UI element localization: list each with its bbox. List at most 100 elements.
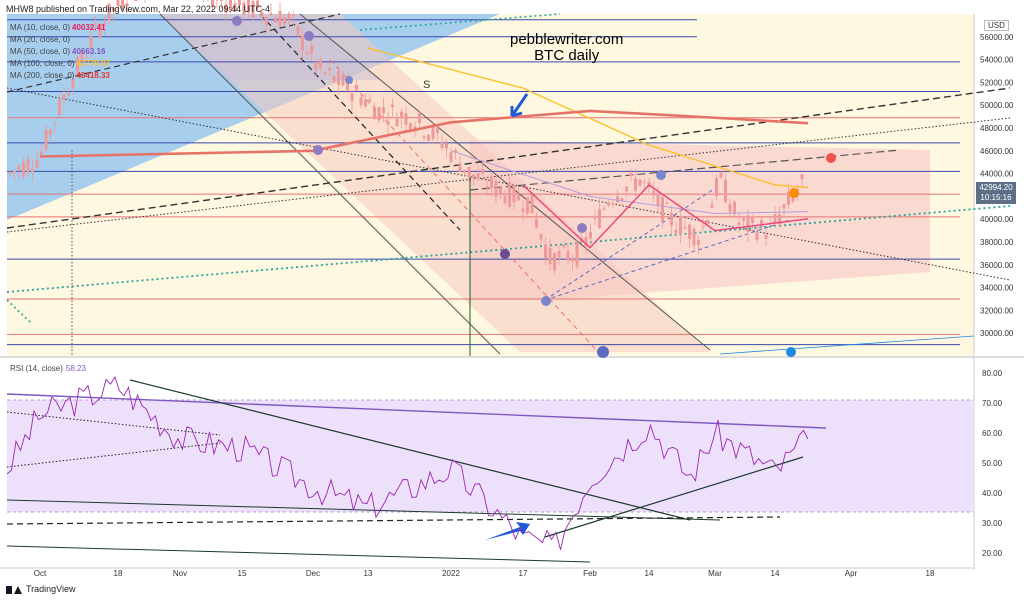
- dotted-trend-2: [6, 117, 1011, 233]
- time-tick-label: 18: [926, 569, 935, 578]
- candle-body: [395, 118, 399, 127]
- candle-body: [517, 194, 520, 201]
- pivot-marker: [345, 76, 353, 84]
- annotation-s: S: [423, 79, 430, 91]
- candle-body: [62, 94, 66, 100]
- candle-body: [26, 159, 30, 172]
- candle-body: [359, 97, 363, 106]
- ma-legend-label: MA (100, close, 0): [10, 59, 75, 68]
- ma-legend-label: MA (200, close, 0): [10, 71, 75, 80]
- rsi-line: [6, 376, 809, 550]
- candle-body: [598, 209, 601, 228]
- candle-body: [103, 22, 106, 28]
- bottom-blue-trend: [719, 335, 975, 355]
- pivot-marker: [313, 145, 323, 155]
- candle-body: [566, 251, 570, 261]
- candle-body: [292, 14, 295, 16]
- candle-body: [652, 190, 655, 196]
- candle-body: [544, 244, 547, 259]
- ma-legend-row[interactable]: MA (200, close, 0) 48418.33: [10, 70, 110, 82]
- price-tick-label: 54000.00: [980, 56, 1014, 65]
- candle-body: [400, 111, 403, 119]
- candle-body: [499, 187, 502, 195]
- candle-body: [535, 218, 538, 228]
- watermark-title: BTC daily: [534, 47, 600, 64]
- candle-body: [760, 219, 763, 228]
- price-tick-label: 50000.00: [980, 101, 1014, 110]
- candle-body: [247, 0, 250, 13]
- candle-body: [256, 0, 259, 9]
- candle-body: [13, 170, 16, 173]
- candle-body: [692, 228, 696, 246]
- candle-body: [404, 113, 408, 125]
- candle-body: [260, 12, 264, 18]
- published-header: MHW8 published on TradingView.com, Mar 2…: [6, 4, 270, 14]
- candle-body: [683, 226, 687, 229]
- candle-body: [341, 74, 345, 86]
- candle-body: [521, 208, 525, 212]
- ma-legend-value: 42778.97: [76, 59, 110, 68]
- candle-body: [35, 159, 39, 168]
- ma-legend: MA (10, close, 0) 40032.41 MA (20, close, …: [10, 22, 110, 82]
- candle-body: [733, 201, 736, 215]
- dashed-trend-2: [6, 13, 341, 93]
- footer-brand[interactable]: TradingView: [6, 584, 76, 594]
- candle-body: [310, 45, 313, 54]
- price-tick-label: 46000.00: [980, 147, 1014, 156]
- pivot-marker: [500, 249, 510, 259]
- tradingview-logo-icon: [6, 585, 22, 594]
- ma-legend-row[interactable]: MA (10, close, 0) 40032.41: [10, 22, 110, 34]
- ma-legend-row[interactable]: MA (50, close, 0) 40663.16: [10, 46, 110, 58]
- candle-body: [67, 93, 70, 96]
- candle-body: [665, 203, 669, 205]
- candle-body: [265, 17, 268, 25]
- rsi-tick-label: 30.00: [982, 519, 1003, 528]
- candle-body: [773, 214, 777, 223]
- currency-label[interactable]: USD: [984, 20, 1009, 31]
- dotted-teal-upper: [359, 13, 561, 31]
- candle-body: [305, 52, 309, 55]
- candle-body: [80, 51, 84, 62]
- bar-countdown: 10:15:16: [980, 193, 1012, 202]
- candle-body: [715, 178, 718, 197]
- pivot-marker: [304, 31, 314, 41]
- candle-body: [355, 85, 358, 91]
- dotted-trend-1: [6, 87, 1011, 281]
- candle-body: [440, 142, 444, 148]
- candle-body: [625, 186, 628, 192]
- candle-body: [575, 242, 579, 267]
- time-tick-label: Feb: [583, 569, 597, 578]
- candle-body: [548, 247, 552, 265]
- candle-body: [328, 68, 331, 71]
- candle-body: [562, 244, 565, 247]
- footer-brand-text: TradingView: [26, 584, 76, 594]
- rsi-trend-dark-3: [6, 499, 721, 521]
- candle-body: [409, 123, 412, 130]
- price-tick-label: 52000.00: [980, 78, 1014, 87]
- ma-legend-row[interactable]: MA (20, close, 0): [10, 34, 110, 46]
- candle-body: [112, 7, 115, 12]
- candle-body: [8, 172, 12, 174]
- candle-body: [634, 178, 637, 191]
- ma-legend-label: MA (50, close, 0): [10, 47, 71, 56]
- ma-line: [450, 150, 809, 214]
- candle-body: [553, 253, 556, 271]
- rsi-series-line: [6, 376, 809, 550]
- candle-body: [427, 134, 430, 141]
- candle-body: [332, 76, 336, 82]
- ma-legend-row[interactable]: MA (100, close, 0) 42778.97: [10, 58, 110, 70]
- price-tick-label: 48000.00: [980, 124, 1014, 133]
- candle-body: [76, 56, 79, 73]
- price-tick-label: 32000.00: [980, 306, 1014, 315]
- candle-body: [593, 216, 597, 219]
- pivot-marker: [541, 296, 551, 306]
- candle-body: [737, 222, 741, 225]
- candle-body: [229, 0, 232, 12]
- candle-body: [787, 191, 790, 205]
- price-tick-label: 40000.00: [980, 215, 1014, 224]
- pivot-marker: [656, 170, 666, 180]
- candle-body: [224, 4, 228, 13]
- candle-body: [746, 215, 750, 233]
- candle-body: [503, 195, 507, 203]
